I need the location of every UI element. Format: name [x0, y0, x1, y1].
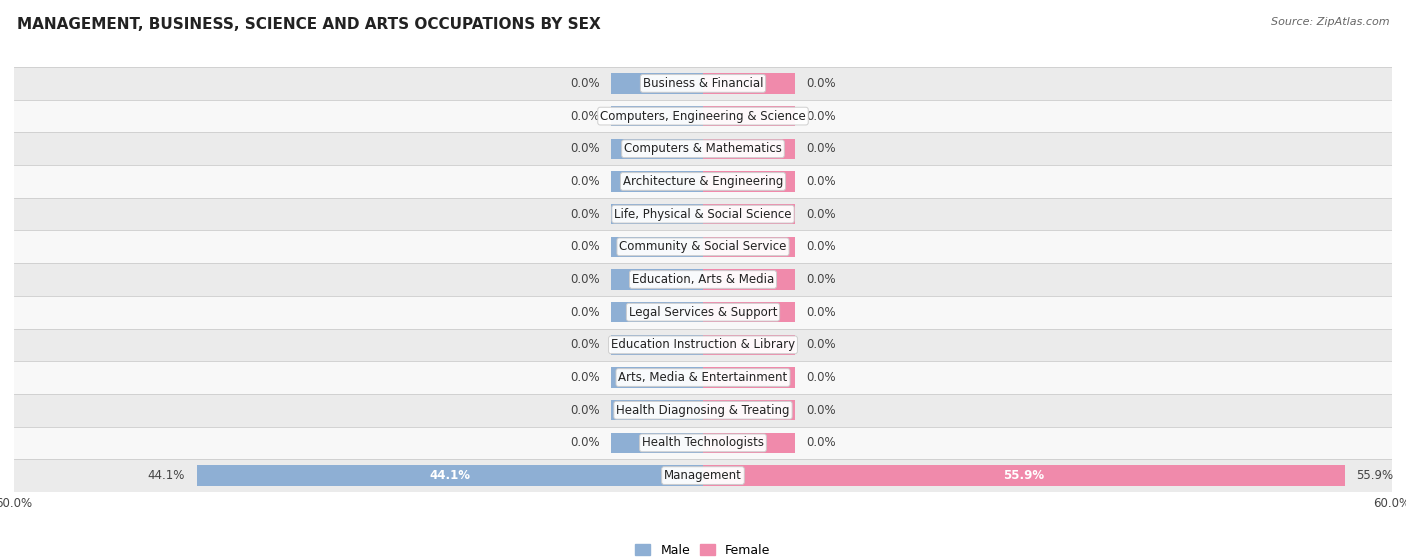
Text: 0.0%: 0.0% — [807, 437, 837, 449]
Text: 0.0%: 0.0% — [569, 240, 599, 253]
Bar — [14, 394, 1392, 427]
Bar — [14, 459, 1392, 492]
Text: 0.0%: 0.0% — [807, 207, 837, 221]
Text: 0.0%: 0.0% — [807, 77, 837, 90]
Text: 0.0%: 0.0% — [807, 371, 837, 384]
Bar — [703, 73, 794, 93]
Bar — [703, 204, 794, 224]
Bar — [14, 67, 1392, 100]
Bar — [14, 427, 1392, 459]
Text: 0.0%: 0.0% — [569, 404, 599, 416]
Text: 0.0%: 0.0% — [569, 273, 599, 286]
Bar — [703, 269, 794, 290]
Text: Education Instruction & Library: Education Instruction & Library — [612, 338, 794, 352]
Text: 0.0%: 0.0% — [569, 175, 599, 188]
Text: 0.0%: 0.0% — [569, 338, 599, 352]
Bar — [612, 204, 703, 224]
Text: Computers & Mathematics: Computers & Mathematics — [624, 143, 782, 155]
Bar — [703, 433, 794, 453]
Text: 0.0%: 0.0% — [807, 240, 837, 253]
Bar — [14, 198, 1392, 230]
Bar — [612, 236, 703, 257]
Text: 0.0%: 0.0% — [807, 143, 837, 155]
Text: Business & Financial: Business & Financial — [643, 77, 763, 90]
Bar — [703, 367, 794, 388]
Bar — [14, 296, 1392, 329]
Bar — [703, 335, 794, 355]
Bar — [703, 106, 794, 126]
Bar — [14, 329, 1392, 361]
Text: 55.9%: 55.9% — [1004, 469, 1045, 482]
Text: 0.0%: 0.0% — [807, 110, 837, 122]
Bar — [14, 132, 1392, 165]
Bar — [14, 230, 1392, 263]
Bar — [703, 236, 794, 257]
Text: Computers, Engineering & Science: Computers, Engineering & Science — [600, 110, 806, 122]
Text: 55.9%: 55.9% — [1357, 469, 1393, 482]
Text: Life, Physical & Social Science: Life, Physical & Social Science — [614, 207, 792, 221]
Text: 0.0%: 0.0% — [569, 306, 599, 319]
Bar — [703, 139, 794, 159]
Bar — [612, 433, 703, 453]
Text: Health Diagnosing & Treating: Health Diagnosing & Treating — [616, 404, 790, 416]
Text: 0.0%: 0.0% — [807, 404, 837, 416]
Text: MANAGEMENT, BUSINESS, SCIENCE AND ARTS OCCUPATIONS BY SEX: MANAGEMENT, BUSINESS, SCIENCE AND ARTS O… — [17, 17, 600, 32]
Text: 44.1%: 44.1% — [148, 469, 186, 482]
Bar — [703, 171, 794, 192]
Bar — [14, 100, 1392, 132]
Text: Architecture & Engineering: Architecture & Engineering — [623, 175, 783, 188]
Bar — [14, 263, 1392, 296]
Text: 0.0%: 0.0% — [807, 175, 837, 188]
Text: 0.0%: 0.0% — [807, 338, 837, 352]
Bar — [612, 106, 703, 126]
Bar — [612, 269, 703, 290]
Text: Arts, Media & Entertainment: Arts, Media & Entertainment — [619, 371, 787, 384]
Text: Source: ZipAtlas.com: Source: ZipAtlas.com — [1271, 17, 1389, 27]
Bar — [14, 165, 1392, 198]
Bar — [703, 302, 794, 323]
Bar — [612, 400, 703, 420]
Text: Education, Arts & Media: Education, Arts & Media — [631, 273, 775, 286]
Text: 0.0%: 0.0% — [807, 306, 837, 319]
Text: Health Technologists: Health Technologists — [643, 437, 763, 449]
Text: Legal Services & Support: Legal Services & Support — [628, 306, 778, 319]
Text: 0.0%: 0.0% — [569, 77, 599, 90]
Bar — [612, 335, 703, 355]
Bar — [612, 302, 703, 323]
Text: 0.0%: 0.0% — [569, 207, 599, 221]
Text: 44.1%: 44.1% — [429, 469, 471, 482]
Text: 0.0%: 0.0% — [569, 371, 599, 384]
Bar — [197, 466, 703, 486]
Text: 0.0%: 0.0% — [569, 110, 599, 122]
Bar — [703, 400, 794, 420]
Bar — [612, 171, 703, 192]
Text: Community & Social Service: Community & Social Service — [619, 240, 787, 253]
Text: Management: Management — [664, 469, 742, 482]
Bar — [612, 367, 703, 388]
Bar — [703, 466, 1346, 486]
Text: 0.0%: 0.0% — [569, 143, 599, 155]
Bar — [612, 73, 703, 93]
Legend: Male, Female: Male, Female — [630, 539, 776, 559]
Text: 0.0%: 0.0% — [807, 273, 837, 286]
Text: 0.0%: 0.0% — [569, 437, 599, 449]
Bar — [14, 361, 1392, 394]
Bar — [612, 139, 703, 159]
